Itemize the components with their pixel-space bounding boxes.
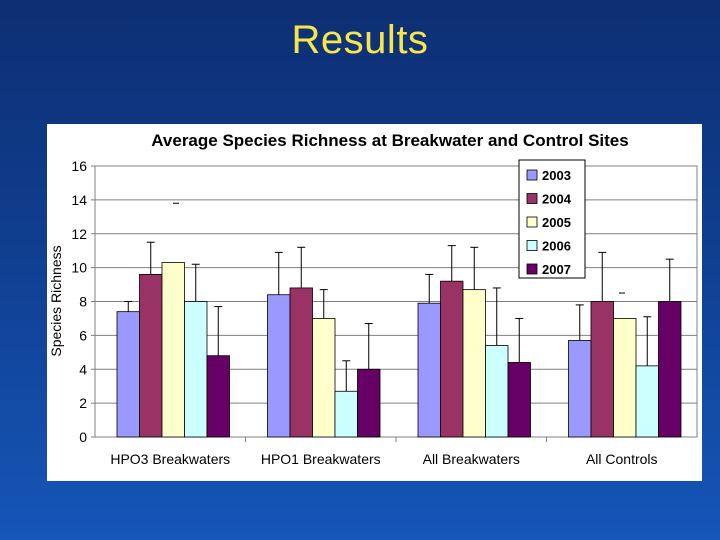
bar-2007-0 [206, 355, 230, 438]
y-tick-label: 14 [71, 192, 87, 208]
y-tick-label: 16 [71, 158, 87, 174]
bar-2007-3 [658, 301, 682, 438]
bar-2005-1 [312, 318, 336, 438]
x-category-label: All Controls [586, 451, 658, 467]
bar-2006-2 [485, 345, 509, 438]
y-tick-label: 4 [79, 361, 87, 377]
bar-chart: Average Species Richness at Breakwater a… [48, 131, 698, 467]
legend-swatch-2004 [526, 193, 538, 204]
bar-2006-0 [184, 301, 208, 438]
y-tick-label: 6 [79, 327, 87, 343]
legend-label-2007: 2007 [542, 262, 571, 277]
legend-label-2003: 2003 [542, 168, 571, 183]
bar-2004-1 [289, 287, 313, 438]
legend-label-2006: 2006 [542, 239, 571, 254]
y-axis-ticks: 0 2 4 6 8 10 12 14 16 [71, 158, 95, 445]
slide-title: Results [291, 18, 429, 62]
y-axis-label: Species Richness [48, 245, 64, 356]
bar-2004-2 [440, 280, 464, 438]
bar-2005-3 [613, 318, 637, 438]
legend-swatch-2006 [526, 240, 538, 251]
bar-2003-3 [568, 340, 592, 438]
x-axis-categories: HPO3 Breakwaters HPO1 Breakwaters All Brea… [110, 437, 658, 467]
x-category-label: All Breakwaters [423, 451, 520, 467]
y-tick-label: 8 [79, 294, 87, 310]
error-bars [124, 202, 674, 392]
bar-2007-1 [357, 368, 381, 438]
bar-2005-2 [462, 289, 486, 438]
y-tick-label: 12 [71, 226, 87, 242]
bar-2007-2 [507, 362, 531, 438]
x-category-label: HPO3 Breakwaters [110, 451, 230, 467]
bar-2006-3 [635, 365, 659, 438]
y-tick-label: 0 [79, 429, 87, 445]
legend-swatch-2003 [526, 169, 538, 181]
legend-label-2005: 2005 [542, 215, 571, 230]
bar-2006-1 [334, 390, 358, 438]
bar-2004-3 [590, 301, 614, 438]
legend-label-2004: 2004 [542, 192, 572, 207]
x-category-label: HPO1 Breakwaters [261, 451, 381, 467]
legend: 2003 2004 2005 2006 2007 [518, 159, 586, 279]
bar-2003-1 [267, 294, 291, 438]
bar-2005-0 [161, 262, 185, 438]
y-tick-label: 10 [71, 260, 87, 276]
y-tick-label: 2 [79, 395, 87, 411]
chart-panel: Average Species Richness at Breakwater a… [47, 124, 702, 481]
bar-2003-2 [417, 302, 441, 438]
bar-2003-0 [116, 311, 140, 438]
chart-title: Average Species Richness at Breakwater a… [151, 131, 628, 150]
legend-swatch-2005 [526, 216, 538, 228]
legend-swatch-2007 [526, 263, 538, 275]
bar-2004-0 [139, 273, 163, 438]
